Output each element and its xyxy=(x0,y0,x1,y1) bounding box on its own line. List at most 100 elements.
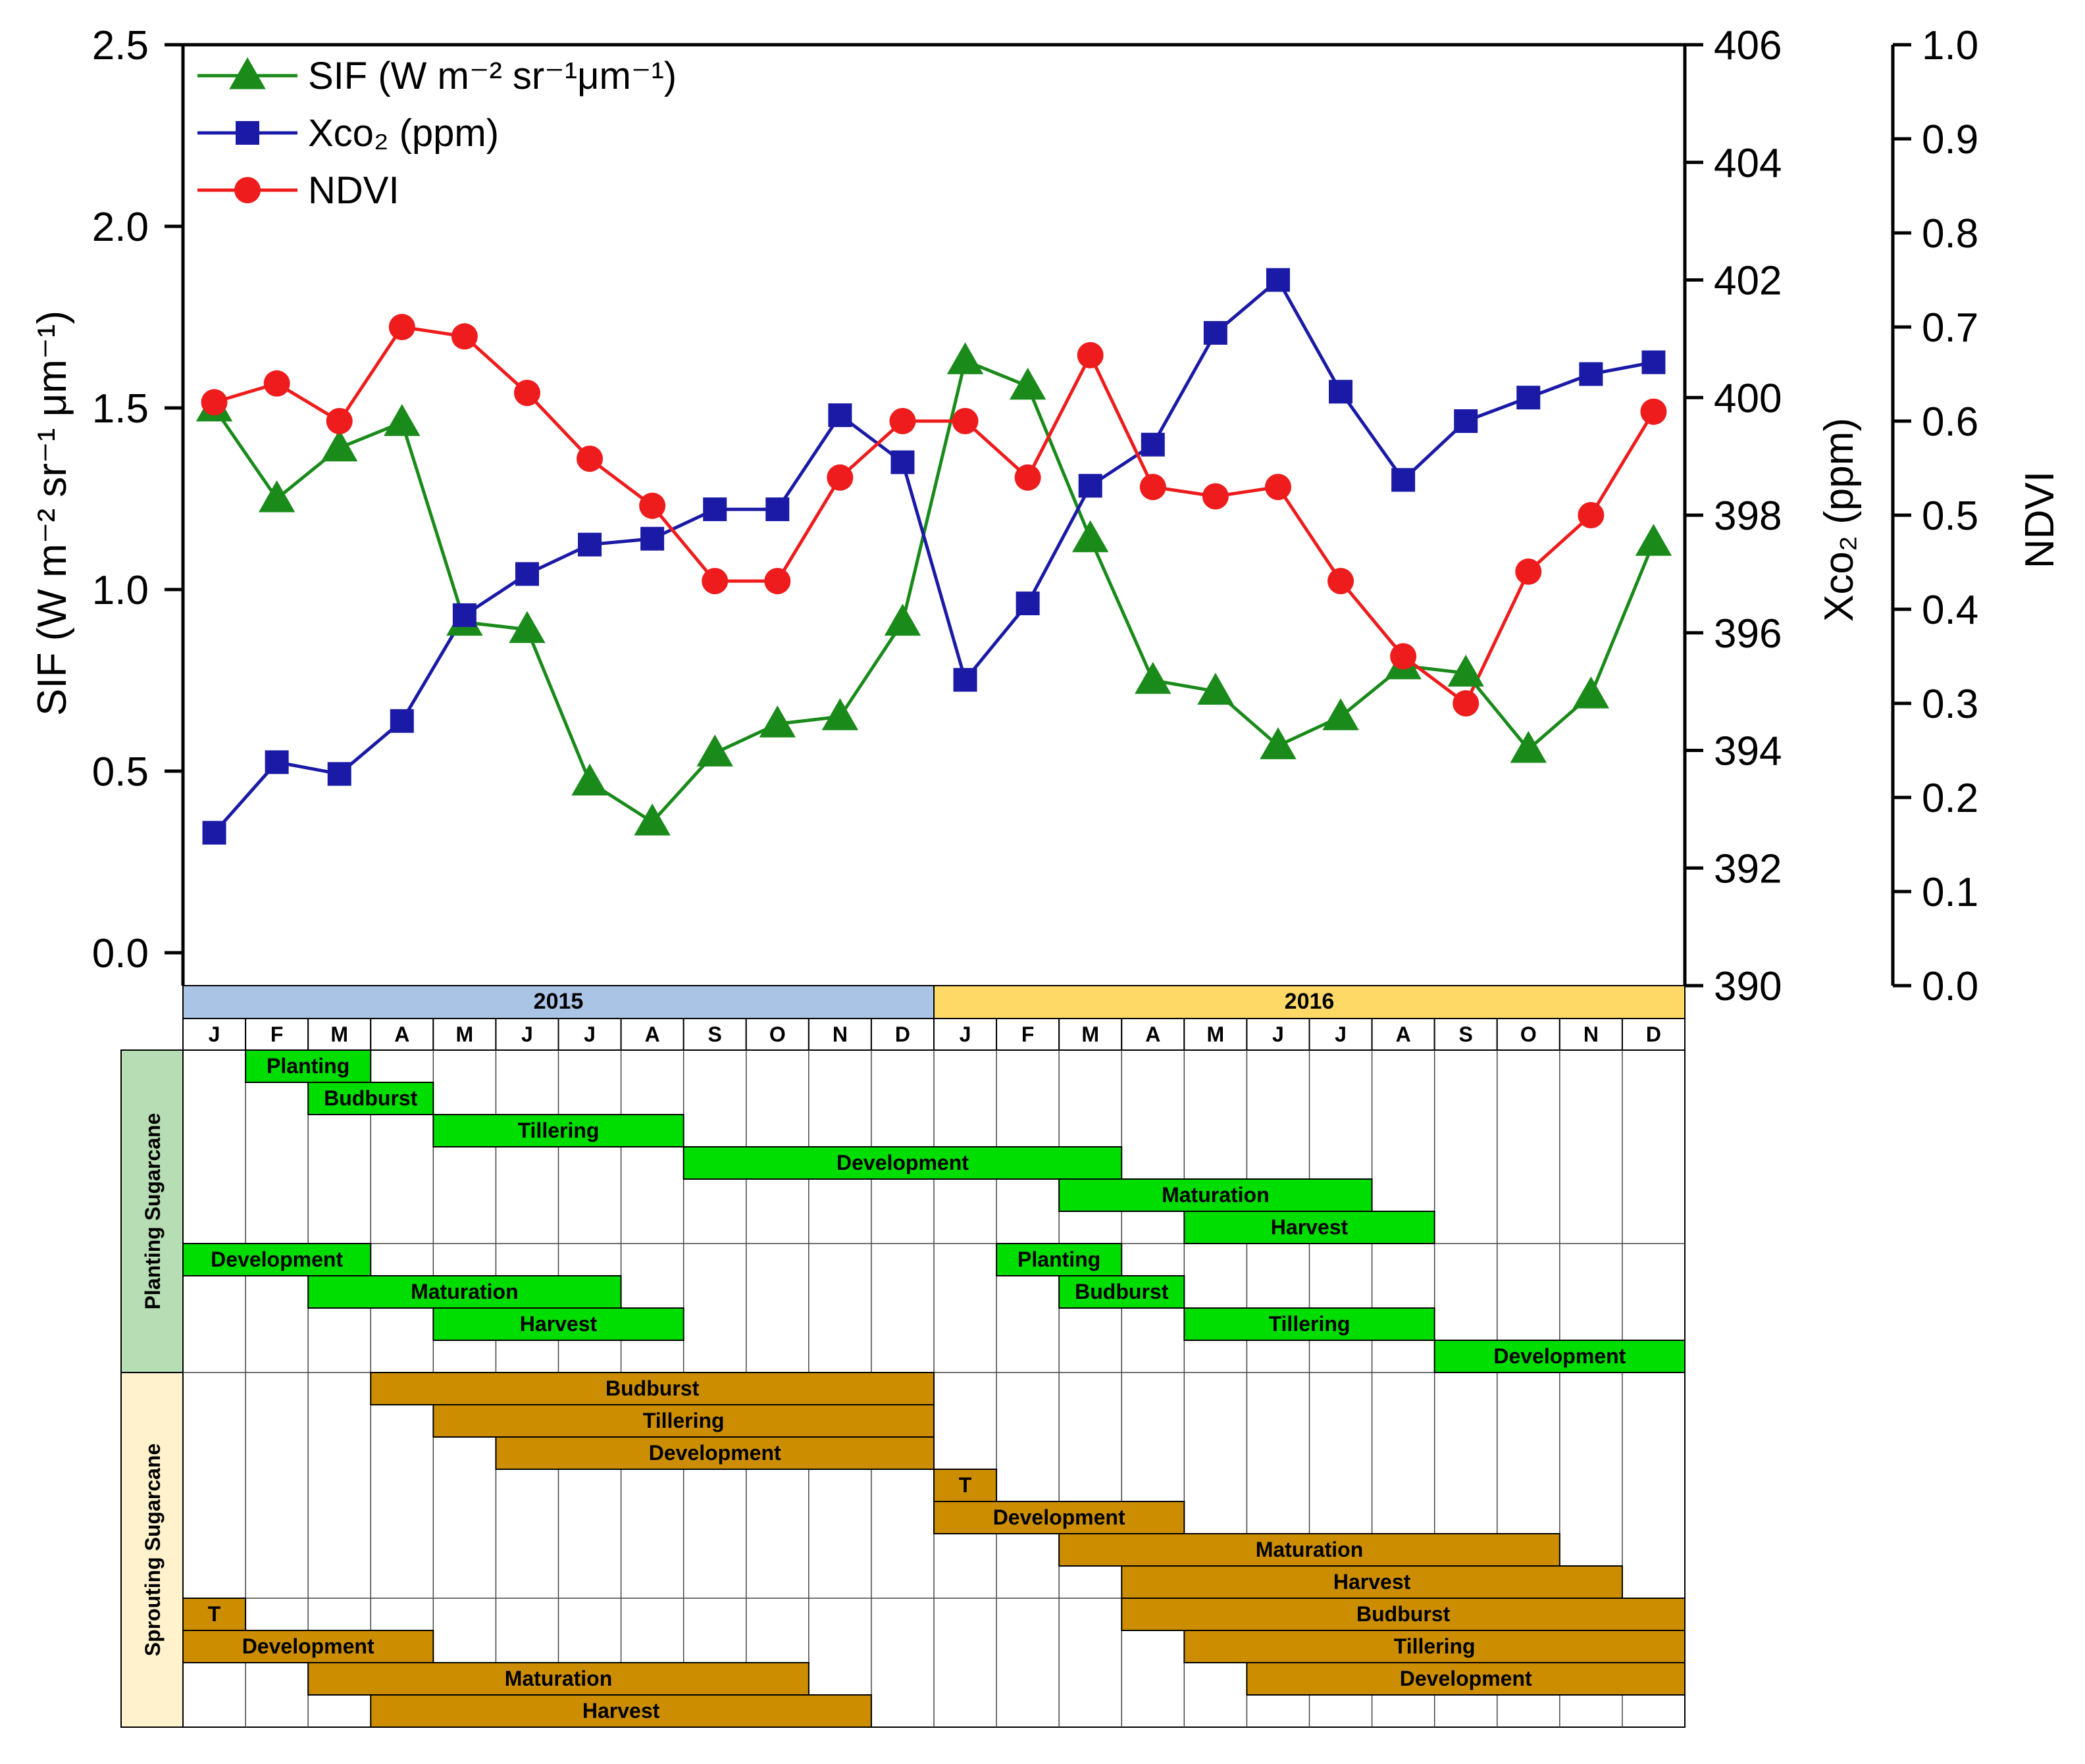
month-label: J xyxy=(1335,1022,1347,1046)
circle-marker xyxy=(1139,474,1166,501)
calendar-bar-label: Development xyxy=(242,1634,374,1658)
triangle-marker xyxy=(384,404,421,436)
calendar-bar xyxy=(432,1307,684,1341)
right-tick-label: 406 xyxy=(1714,23,1782,68)
circle-marker xyxy=(639,492,666,519)
calendar-bar xyxy=(307,1082,434,1115)
month-header-cell xyxy=(370,1018,434,1051)
triangle-marker xyxy=(1572,676,1610,709)
calendar-bar-label: Tillering xyxy=(518,1119,600,1142)
left-tick-label: 1.5 xyxy=(92,386,149,432)
triangle-marker xyxy=(258,480,296,513)
group-label: Planting Sugarcane xyxy=(141,1113,165,1310)
calendar-bar-label: Planting xyxy=(1017,1247,1100,1271)
left-tick-label: 2.5 xyxy=(92,23,149,68)
square-marker xyxy=(202,820,226,845)
ndvi-tick-label: 0.3 xyxy=(1922,682,1978,727)
calendar-bar-label: Tillering xyxy=(1269,1312,1351,1336)
calendar-bar-label: Budburst xyxy=(324,1086,418,1110)
calendar-bar-label: Harvest xyxy=(1271,1215,1349,1239)
calendar-bar-label: Development xyxy=(1400,1667,1532,1690)
chart-axes: 0.0 0.5 1.0 1.5 2.0 2.5 390 392 394 396 398 400 402 4… xyxy=(30,23,2063,1009)
calendar-bar-label: Tillering xyxy=(1394,1634,1476,1658)
triangle-marker xyxy=(696,734,733,767)
circle-marker xyxy=(451,323,478,350)
ndvi-tick-label: 0.4 xyxy=(1922,588,1978,633)
month-label: J xyxy=(1272,1022,1284,1046)
calendar-bar-label: Harvest xyxy=(520,1312,598,1336)
month-label: M xyxy=(330,1022,348,1046)
calendar-bar xyxy=(1121,1598,1686,1631)
month-header-cell xyxy=(1246,1018,1310,1051)
square-marker xyxy=(1641,350,1666,374)
circle-marker xyxy=(1453,690,1480,717)
ndvi-tick-label: 0.9 xyxy=(1922,117,1978,163)
circle-marker xyxy=(1515,558,1542,585)
left-tick-label: 0.0 xyxy=(92,931,149,976)
square-marker xyxy=(828,403,852,428)
calendar-bar-label: T xyxy=(208,1602,221,1626)
triangle-marker xyxy=(821,698,859,730)
square-marker xyxy=(327,762,351,786)
year-label: 2015 xyxy=(534,989,584,1014)
square-marker xyxy=(265,750,289,774)
circle-marker xyxy=(827,464,854,491)
month-label: M xyxy=(456,1022,474,1046)
triangle-marker xyxy=(229,57,266,89)
month-label: O xyxy=(769,1022,786,1046)
month-header-cell xyxy=(1621,1018,1686,1051)
calendar-bar xyxy=(996,1243,1123,1276)
right-tick-label: 390 xyxy=(1714,964,1782,1009)
triangle-marker xyxy=(509,611,546,643)
square-marker xyxy=(1016,592,1040,616)
right-axis-title: Xco₂ (ppm) xyxy=(1816,418,1862,622)
circle-marker xyxy=(263,370,290,397)
square-marker xyxy=(703,497,727,522)
ndvi-tick-label: 0.8 xyxy=(1922,211,1978,257)
triangle-marker xyxy=(759,705,796,738)
calendar-bar xyxy=(1183,1211,1435,1244)
triangle-marker xyxy=(1260,727,1297,759)
triangle-marker xyxy=(1635,524,1672,556)
calendar-bar-label: Development xyxy=(1493,1344,1626,1368)
circle-marker xyxy=(1640,398,1667,425)
month-header-cell xyxy=(933,1018,998,1051)
month-label: J xyxy=(209,1022,220,1046)
month-header-cell xyxy=(1308,1018,1373,1051)
calendar-bar-label: Development xyxy=(993,1505,1125,1529)
month-label: S xyxy=(708,1022,722,1046)
right-tick-label: 396 xyxy=(1714,611,1782,657)
circle-marker xyxy=(1327,568,1354,595)
calendar-bar-label: Maturation xyxy=(1162,1183,1270,1207)
month-header-cell xyxy=(182,1018,247,1051)
triangle-marker xyxy=(1135,661,1171,694)
calendar-bar-label: Planting xyxy=(267,1054,349,1078)
calendar-bar xyxy=(370,1694,872,1728)
calendar-bar xyxy=(1433,1340,1686,1373)
legend: SIF (W m⁻² sr⁻¹μm⁻¹) Xco₂ (ppm) NDVI xyxy=(197,55,677,212)
ndvi-tick-label: 0.5 xyxy=(1922,493,1978,539)
right-tick-label: 404 xyxy=(1714,141,1782,186)
calendar-bar xyxy=(1121,1565,1623,1599)
group-label-cell xyxy=(120,1049,184,1373)
calendar-bar xyxy=(307,1275,622,1309)
square-marker xyxy=(640,526,665,551)
calendar-bar-label: Budburst xyxy=(1356,1602,1451,1626)
square-marker xyxy=(953,668,977,692)
triangle-marker xyxy=(571,763,608,796)
calendar-bar-label: Maturation xyxy=(1256,1538,1364,1561)
month-label: A xyxy=(394,1022,409,1046)
calendar-bar xyxy=(182,1243,372,1276)
circle-marker xyxy=(952,408,979,434)
left-tick-label: 1.0 xyxy=(92,568,149,613)
month-label: J xyxy=(584,1022,596,1046)
square-marker xyxy=(765,497,790,522)
triangle-marker xyxy=(884,603,921,636)
calendar-bar xyxy=(495,1436,935,1470)
square-marker xyxy=(236,121,259,145)
month-label: F xyxy=(1021,1022,1035,1046)
group-label: Sprouting Sugarcane xyxy=(141,1444,165,1657)
calendar-bar xyxy=(245,1049,372,1083)
